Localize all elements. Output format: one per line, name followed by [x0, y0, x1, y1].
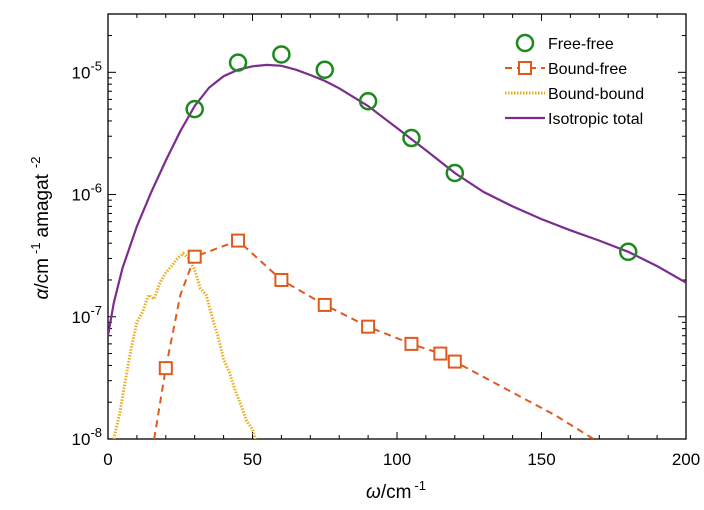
- y-axis-ticks: 10-8 10-7 10-6 10-5: [72, 35, 686, 449]
- data-point-bound-free: [404, 336, 419, 351]
- data-point-bound-free: [317, 297, 332, 312]
- legend-label-bound-bound: Bound-bound: [548, 86, 644, 103]
- y-axis-symbol: α: [32, 287, 53, 299]
- legend-marker-bound-free: [518, 61, 532, 75]
- data-point-free-free: [618, 242, 638, 262]
- y-tick-label: 10-7: [72, 303, 102, 327]
- series-line-bound-free: [153, 239, 595, 439]
- data-point-bound-free: [231, 233, 246, 248]
- x-axis-symbol: ω: [366, 482, 381, 503]
- legend-marker-free-free: [515, 33, 535, 53]
- data-point-free-free: [445, 163, 465, 183]
- legend-label-isotropic-total: Isotropic total: [548, 111, 643, 128]
- data-point-bound-free: [447, 354, 462, 369]
- data-point-bound-free: [274, 272, 289, 287]
- data-point-bound-free: [187, 249, 202, 264]
- series-line-isotropic-total: [108, 63, 686, 336]
- y-axis-unit-2: amagat: [32, 173, 53, 237]
- x-axis-ticks: 0 50 100 150 200: [103, 14, 700, 469]
- y-axis-title: α/cm -1 amagat -2: [28, 157, 53, 300]
- x-axis-unit: /cm: [381, 482, 412, 503]
- data-point-free-free: [358, 91, 378, 111]
- legend-label-bound-free: Bound-free: [548, 61, 627, 78]
- data-point-bound-free: [361, 319, 376, 334]
- data-point-bound-free: [158, 361, 173, 376]
- x-tick-label: 0: [103, 450, 112, 469]
- data-point-free-free: [315, 60, 334, 79]
- data-point-free-free: [185, 99, 204, 119]
- y-axis-exponent-2: -2: [28, 157, 43, 169]
- data-point-bound-free: [433, 346, 448, 361]
- x-tick-label: 50: [243, 450, 262, 469]
- y-axis-exponent-1: -1: [28, 242, 43, 254]
- y-tick-label: 10-6: [72, 181, 102, 205]
- legend: Free-free Bound-free Bound-bound Isotropic …: [505, 33, 644, 128]
- x-tick-label: 150: [527, 450, 555, 469]
- x-tick-label: 100: [383, 450, 411, 469]
- x-axis-exponent: -1: [414, 478, 426, 493]
- series-layer: [108, 45, 686, 439]
- y-axis-unit-1: /cm: [32, 258, 53, 289]
- x-axis-title: ω/cm -1: [366, 478, 426, 503]
- x-tick-label: 200: [672, 450, 700, 469]
- y-tick-label: 10-5: [72, 58, 102, 82]
- series-line-bound-bound: [112, 251, 257, 439]
- data-point-free-free: [402, 128, 421, 148]
- y-tick-label: 10-8: [72, 425, 102, 449]
- data-point-free-free: [272, 45, 291, 64]
- data-point-free-free: [228, 53, 248, 72]
- legend-label-free-free: Free-free: [548, 36, 614, 53]
